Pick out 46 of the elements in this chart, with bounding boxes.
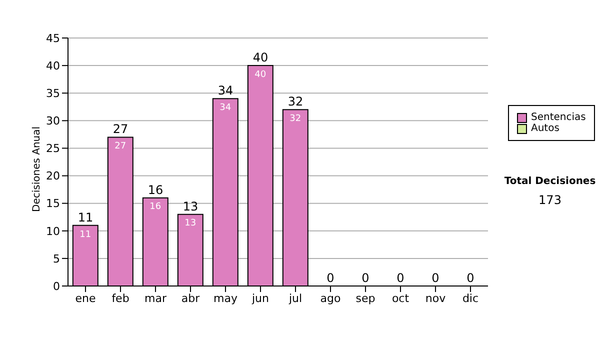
y-tick-label: 15 <box>46 197 60 210</box>
y-tick-label: 45 <box>46 32 60 45</box>
x-tick-label: jun <box>251 292 270 305</box>
data-label: 27 <box>114 142 126 152</box>
x-tick-label: nov <box>425 292 446 305</box>
total-label: 40 <box>252 50 268 65</box>
total-label: 0 <box>432 271 440 285</box>
total-label: 34 <box>218 84 234 98</box>
data-label: 32 <box>290 114 302 124</box>
y-tick-label: 35 <box>46 87 60 100</box>
data-label: 13 <box>184 218 196 229</box>
x-tick-label: oct <box>392 292 410 305</box>
legend-label: Sentencias <box>531 112 586 123</box>
y-tick-label: 40 <box>46 59 60 72</box>
total-label: 0 <box>362 271 370 285</box>
text: Total Decisiones <box>503 176 597 187</box>
y-tick-label: 25 <box>46 142 60 156</box>
x-tick-label: feb <box>112 292 130 305</box>
legend-label: Autos <box>531 123 560 134</box>
data-label: 40 <box>254 70 266 80</box>
total-label: 0 <box>326 271 334 285</box>
y-axis-title: Decisiones Anual <box>32 126 43 212</box>
x-tick-label: jul <box>288 292 302 305</box>
text: 173 <box>538 193 562 207</box>
total-label: 0 <box>396 271 404 285</box>
x-tick-label: dic <box>462 292 479 305</box>
data-label: 11 <box>80 230 92 240</box>
x-tick-label: mar <box>144 292 167 305</box>
x-tick-label: may <box>214 292 238 305</box>
y-tick-label: 5 <box>53 252 60 266</box>
x-tick-label: ago <box>320 292 341 305</box>
data-label: 34 <box>220 103 232 114</box>
x-tick-label: abr <box>181 292 200 305</box>
y-tick-label: 20 <box>46 170 60 183</box>
total-label: 13 <box>182 199 198 214</box>
y-tick-label: 30 <box>46 114 60 128</box>
x-tick-label: sep <box>356 292 376 305</box>
total-label: 32 <box>288 94 304 109</box>
data-label: 16 <box>150 202 162 212</box>
y-tick-label: 10 <box>46 224 60 238</box>
total-label: 27 <box>112 122 128 136</box>
y-tick-label: 0 <box>53 280 60 293</box>
total-label: 16 <box>148 182 164 197</box>
x-tick-label: ene <box>75 292 96 305</box>
total-label: 0 <box>466 271 474 285</box>
total-label: 11 <box>78 210 94 224</box>
